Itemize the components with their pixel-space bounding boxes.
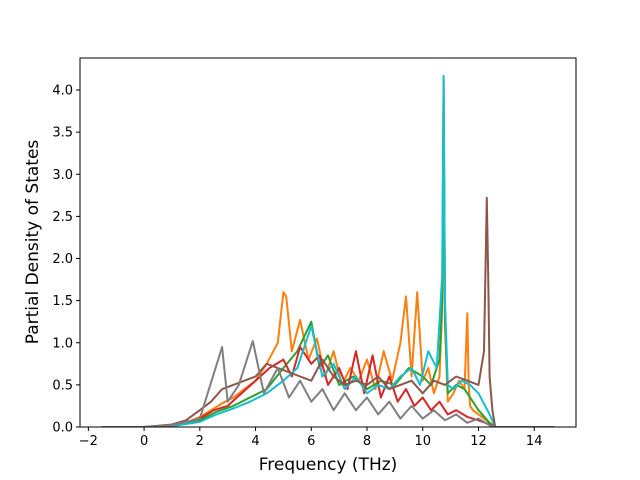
- y-tick-label: 0.5: [52, 378, 73, 393]
- y-tick-label: 1.0: [52, 336, 73, 351]
- y-tick-label: 4.0: [52, 84, 73, 99]
- pdos-series-line-4: [101, 74, 555, 427]
- x-tick-label: −2: [79, 434, 98, 449]
- x-tick-label: 4: [251, 434, 259, 449]
- y-tick-label: 0.0: [52, 421, 73, 436]
- y-tick-label: 2.5: [52, 210, 73, 225]
- x-tick-label: 0: [140, 434, 148, 449]
- y-tick-label: 1.5: [52, 294, 73, 309]
- x-tick-label: 10: [414, 434, 431, 449]
- x-axis-label: Frequency (THz): [259, 455, 398, 475]
- x-tick-label: 6: [307, 434, 315, 449]
- x-tick-label: 2: [196, 434, 204, 449]
- y-axis: 0.0 0.5 1.0 1.5 2.0 2.5 3.0 3.5 4.0: [52, 84, 80, 436]
- plot-frame: [79, 57, 577, 428]
- x-tick-label: 12: [470, 434, 487, 449]
- series-layer: [101, 74, 555, 427]
- pdos-series-line-5: [101, 196, 555, 427]
- y-tick-label: 2.0: [52, 252, 73, 267]
- pdos-series-line-3: [101, 346, 555, 427]
- y-tick-label: 3.5: [52, 126, 73, 141]
- pdos-series-line-6: [101, 340, 555, 427]
- y-axis-label: Partial Density of States: [23, 140, 43, 345]
- x-tick-label: 8: [363, 434, 371, 449]
- x-tick-label: 14: [526, 434, 543, 449]
- y-tick-label: 3.0: [52, 168, 73, 183]
- x-axis: −2 0 2 4 6 8 10 12 14: [79, 427, 543, 449]
